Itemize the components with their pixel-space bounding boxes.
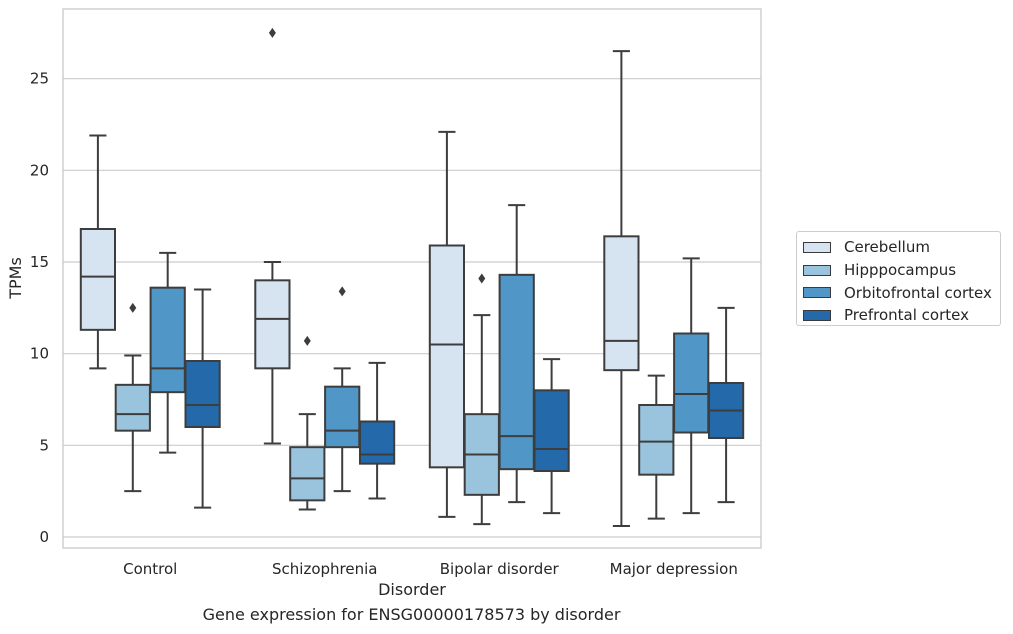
x-tick-label: Schizophrenia (272, 560, 377, 578)
x-tick-label: Control (123, 560, 177, 578)
y-tick-label: 20 (30, 161, 49, 179)
iqr-box (149, 286, 186, 394)
iqr-box (289, 446, 326, 502)
legend-label: Cerebellum (844, 238, 930, 257)
x-tick-label: Bipolar disorder (440, 560, 560, 578)
x-tick-labels: Control Schizophrenia Bipolar disorder Majo… (123, 560, 738, 578)
iqr-box (254, 279, 291, 370)
iqr-box (673, 332, 710, 434)
iqr-box (603, 235, 640, 372)
outlier-point (338, 286, 346, 297)
outlier-point (478, 273, 486, 284)
legend-label: Hipppocampus (844, 261, 957, 280)
box-prefrontal-cortex-control (184, 288, 221, 509)
legend-swatch (803, 264, 831, 276)
box-prefrontal-cortex-bipolar-disorder (533, 358, 570, 515)
iqr-box (428, 244, 466, 469)
box-cerebellum-bipolar-disorder (428, 130, 466, 518)
outlier-point (268, 27, 276, 38)
iqr-box (498, 273, 535, 471)
iqr-box (79, 228, 117, 331)
legend-label: Prefrontal cortex (844, 306, 969, 325)
legend-item: Hipppocampus (803, 259, 1000, 282)
y-axis-label: TPMs (6, 257, 25, 300)
iqr-box (533, 389, 570, 473)
box-hipppocampus-control (114, 302, 151, 493)
legend-swatch (803, 287, 831, 299)
legend: Cerebellum Hipppocampus Orbitofrontal cort… (796, 231, 1001, 326)
y-tick-label: 10 (30, 345, 49, 363)
legend-item: Prefrontal cortex (803, 304, 1000, 327)
box-orbitofrontal-cortex-major-depression (673, 257, 710, 515)
y-tick-label: 25 (30, 70, 49, 88)
legend-swatch (803, 241, 831, 253)
box-orbitofrontal-cortex-schizophrenia (324, 286, 361, 493)
box-cerebellum-schizophrenia (254, 27, 291, 445)
iqr-box (358, 420, 396, 465)
y-tick-label: 5 (39, 436, 49, 454)
x-tick-label: Major depression (610, 560, 738, 578)
outlier-point (303, 335, 311, 346)
iqr-box (184, 360, 221, 428)
legend-item: Orbitofrontal cortex (803, 281, 1000, 304)
box-hipppocampus-major-depression (638, 374, 675, 520)
box-prefrontal-cortex-schizophrenia (358, 361, 396, 500)
box-prefrontal-cortex-major-depression (707, 306, 745, 504)
outlier-point (129, 302, 137, 313)
legend-item: Cerebellum (803, 236, 1000, 259)
chart-caption: Gene expression for ENSG00000178573 by d… (202, 605, 621, 624)
x-axis-label: Disorder (378, 580, 446, 599)
box-orbitofrontal-cortex-control (149, 251, 186, 454)
legend-swatch (803, 309, 831, 321)
iqr-box (638, 404, 675, 476)
box-hipppocampus-bipolar-disorder (463, 273, 500, 526)
box-layer (79, 27, 745, 527)
legend-label: Orbitofrontal cortex (844, 283, 992, 302)
box-cerebellum-major-depression (603, 50, 640, 527)
plot-frame (62, 8, 762, 549)
y-tick-label: 15 (30, 253, 49, 271)
iqr-box (324, 385, 361, 449)
box-hipppocampus-schizophrenia (289, 335, 326, 511)
y-tick-label: 0 (39, 528, 49, 546)
box-orbitofrontal-cortex-bipolar-disorder (498, 204, 535, 504)
iqr-box (114, 383, 151, 432)
box-cerebellum-control (79, 134, 117, 370)
y-tick-labels: 0 5 10 15 20 25 (30, 70, 49, 546)
